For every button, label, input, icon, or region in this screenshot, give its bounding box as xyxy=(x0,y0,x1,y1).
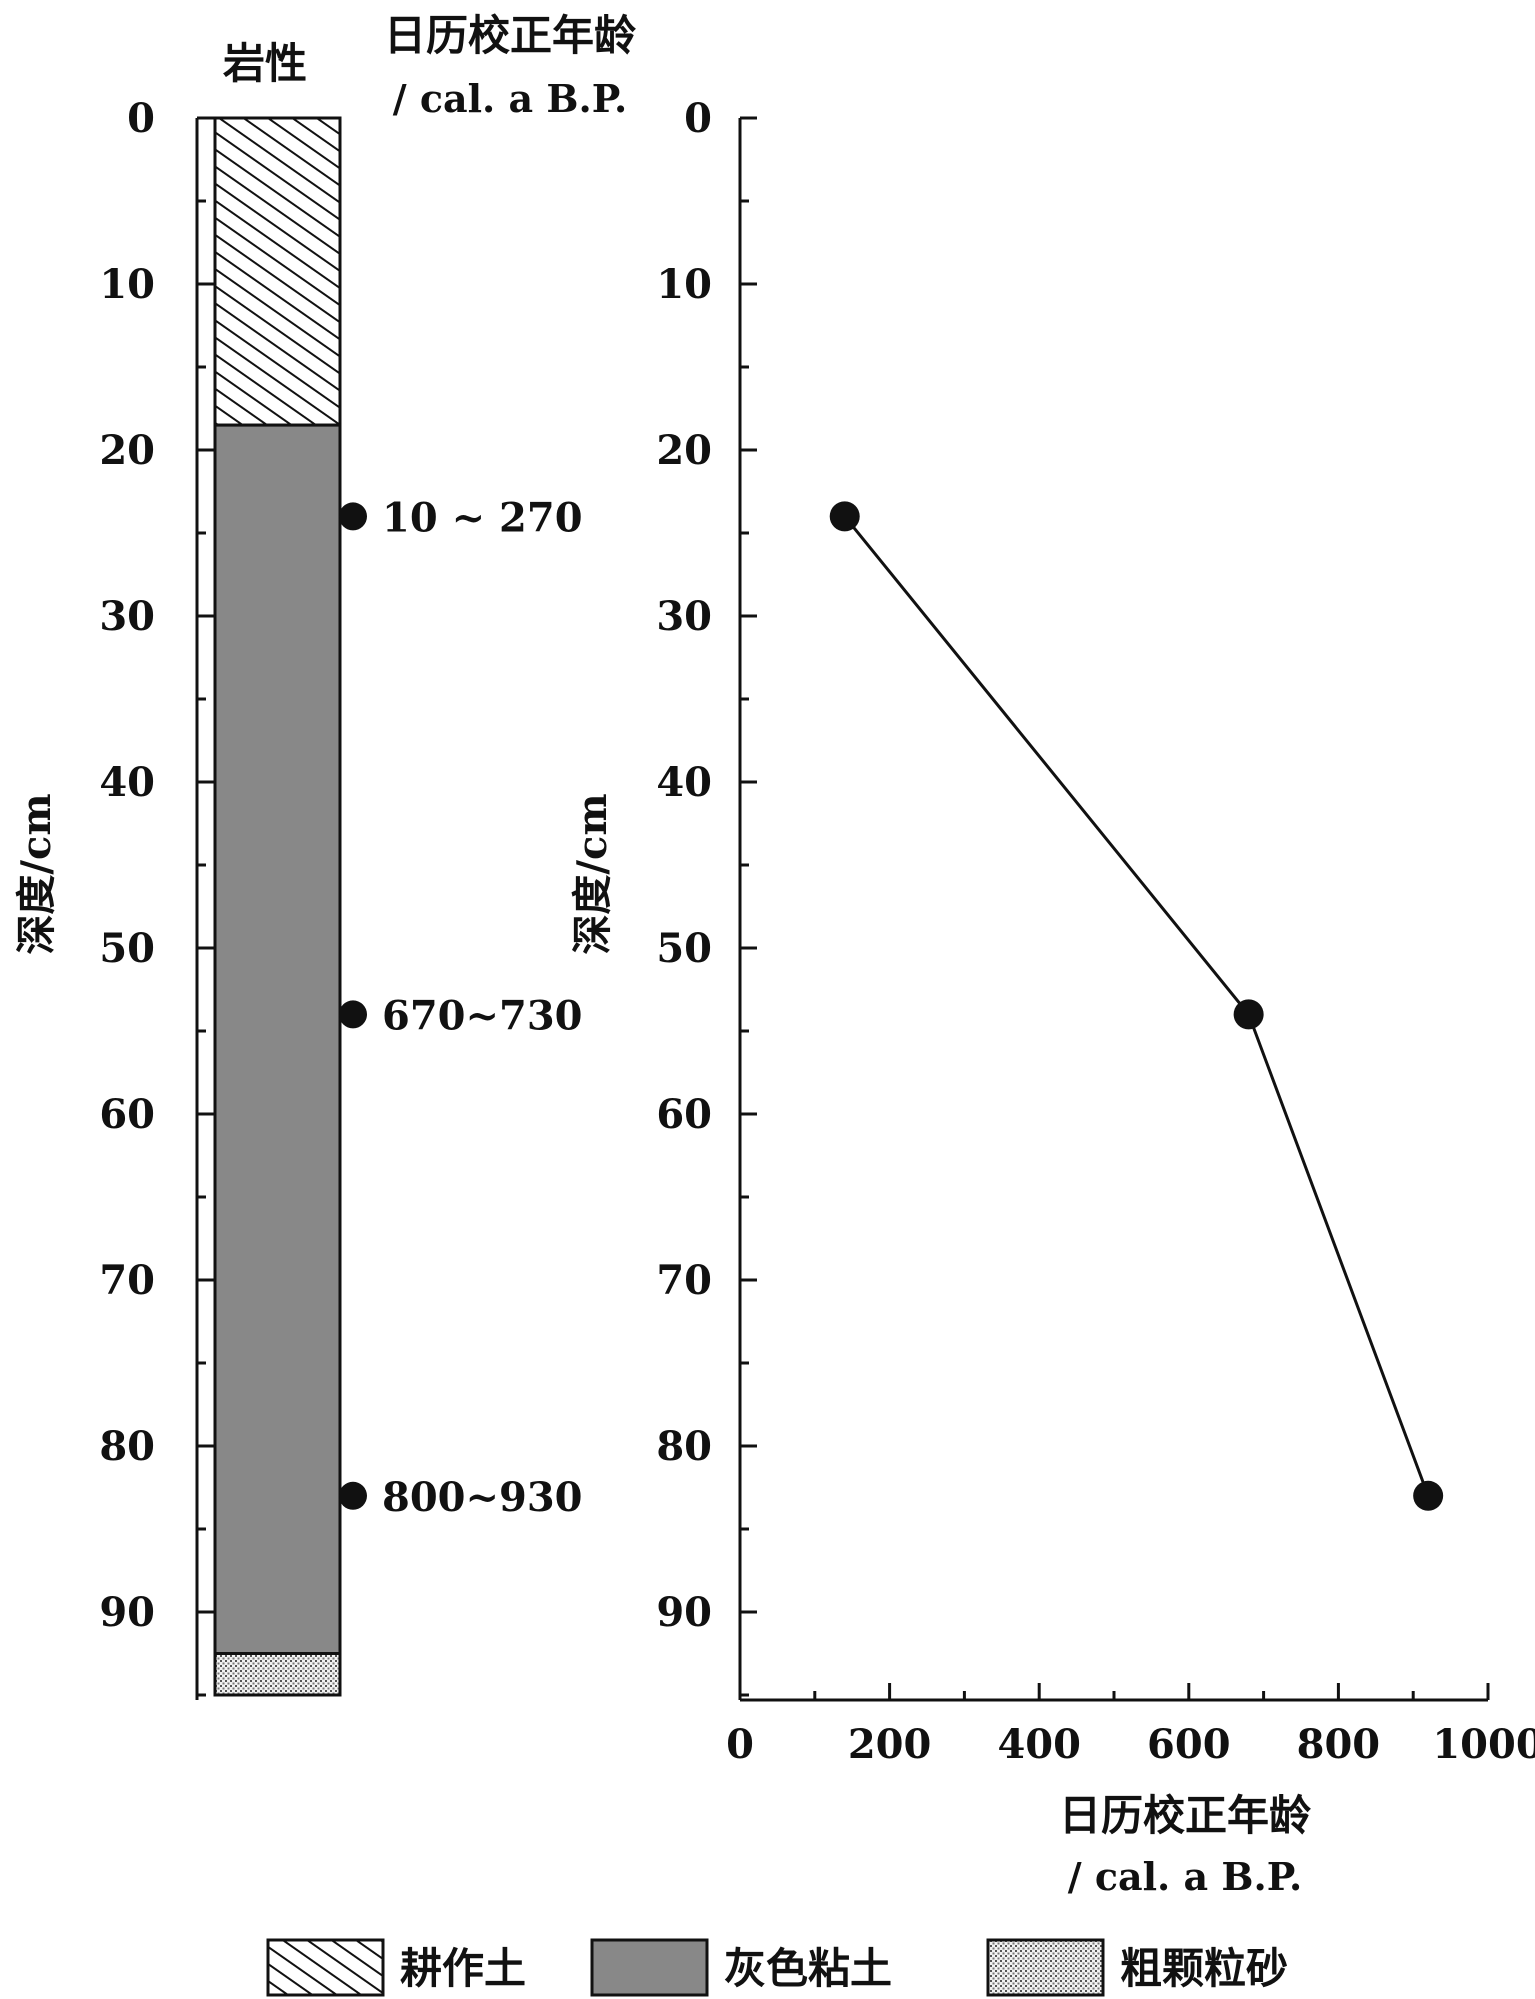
chart-x-tick-label: 800 xyxy=(1297,1721,1381,1768)
chart-x-axis-label-line1: 日历校正年龄 xyxy=(1059,1791,1311,1840)
lithology-layer xyxy=(213,116,342,427)
chart-y-ticks: 0 10 20 30 40 50 60 70 80 90 xyxy=(656,95,757,1697)
sample-marker xyxy=(339,1481,367,1510)
chart-y-tick-label: 70 xyxy=(656,1257,712,1304)
age-depth-point xyxy=(1413,1480,1444,1511)
sample-marker xyxy=(339,502,367,531)
left-depth-ticks: 0 10 20 30 40 50 60 70 80 90 xyxy=(99,95,215,1697)
sample-age-label: 800~930 xyxy=(382,1474,583,1521)
legend: 耕作土 灰色粘土 粗颗粒砂 xyxy=(266,1938,1288,1997)
sample-markers: 10 ~ 270 670~730 800~930 xyxy=(339,494,583,1521)
chart-y-tick-label: 0 xyxy=(684,95,712,142)
sample-marker xyxy=(339,1000,367,1029)
left-depth-tick-label: 80 xyxy=(99,1423,155,1470)
chart-y-axis-label: 深度/cm xyxy=(569,793,616,954)
sample-age-label: 670~730 xyxy=(382,992,583,1039)
chart-x-tick-label: 0 xyxy=(726,1721,754,1768)
chart-y-tick-label: 90 xyxy=(656,1589,712,1636)
age-depth-line xyxy=(843,515,1430,1497)
left-depth-tick-label: 40 xyxy=(99,759,155,806)
age-depth-point xyxy=(1233,999,1264,1030)
left-depth-tick-label: 20 xyxy=(99,427,155,474)
age-depth-chart: 0 10 20 30 40 50 60 70 80 90 0 200 400 600 800 1000 深度… xyxy=(569,95,1535,1899)
left-depth-tick-label: 0 xyxy=(127,95,155,142)
chart-y-tick-label: 50 xyxy=(656,925,712,972)
lithology-layer xyxy=(213,1652,342,1697)
left-depth-tick-label: 60 xyxy=(99,1091,155,1138)
lithology-header: 岩性 xyxy=(223,39,307,88)
chart-y-tick-label: 20 xyxy=(656,427,712,474)
chart-x-tick-label: 600 xyxy=(1147,1721,1231,1768)
left-depth-tick-label: 10 xyxy=(99,261,155,308)
chart-y-tick-label: 40 xyxy=(656,759,712,806)
age-header-line2: / cal. a B.P. xyxy=(393,76,627,121)
chart-x-tick-label: 200 xyxy=(848,1721,932,1768)
legend-swatch xyxy=(590,1938,709,1997)
chart-x-tick-label: 1000 xyxy=(1432,1721,1535,1768)
chart-y-tick-label: 60 xyxy=(656,1091,712,1138)
legend-label: 耕作土 xyxy=(400,1944,526,1993)
sample-age-label: 10 ~ 270 xyxy=(382,494,583,541)
legend-swatch xyxy=(986,1938,1105,1997)
legend-swatch xyxy=(266,1938,385,1997)
chart-x-tick-label: 400 xyxy=(997,1721,1081,1768)
legend-label: 粗颗粒砂 xyxy=(1120,1944,1288,1993)
legend-label: 灰色粘土 xyxy=(724,1944,892,1993)
left-depth-tick-label: 70 xyxy=(99,1257,155,1304)
chart-y-tick-label: 80 xyxy=(656,1423,712,1470)
left-depth-tick-label: 30 xyxy=(99,593,155,640)
left-depth-tick-label: 90 xyxy=(99,1589,155,1636)
lithology-column xyxy=(213,116,342,1697)
chart-x-axis-label-line2: / cal. a B.P. xyxy=(1068,1854,1302,1899)
lithology-layer xyxy=(213,423,342,1656)
lithology-panel: 岩性 日历校正年龄 / cal. a B.P. 0 10 20 30 40 50 60 70 8… xyxy=(13,11,636,1700)
age-header-line1: 日历校正年龄 xyxy=(384,11,636,60)
chart-y-tick-label: 30 xyxy=(656,593,712,640)
left-depth-tick-label: 50 xyxy=(99,925,155,972)
chart-x-ticks: 0 200 400 600 800 1000 xyxy=(726,1683,1535,1768)
age-depth-series xyxy=(829,501,1444,1511)
left-depth-axis-label: 深度/cm xyxy=(13,793,60,954)
chart-y-tick-label: 10 xyxy=(656,261,712,308)
age-depth-point xyxy=(829,501,860,532)
